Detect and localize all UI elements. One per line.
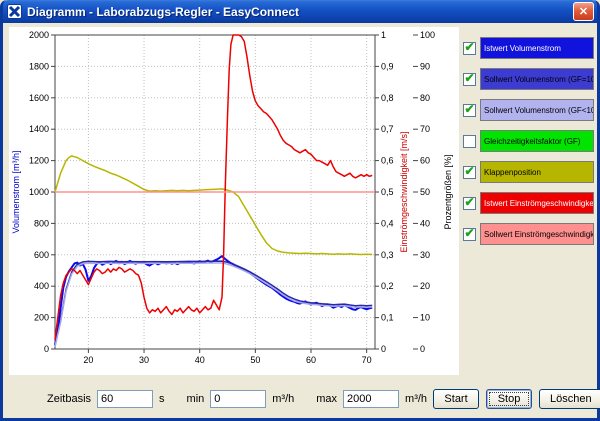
svg-text:0: 0 xyxy=(381,344,386,354)
svg-text:70: 70 xyxy=(362,355,372,365)
stop-button[interactable]: Stop xyxy=(486,389,533,409)
svg-text:60: 60 xyxy=(306,355,316,365)
svg-text:30: 30 xyxy=(420,250,430,260)
max-unit: m³/h xyxy=(405,393,428,405)
window-title: Diagramm - Laborabzugs-Regler - EasyConn… xyxy=(27,4,300,19)
legend-item: ✔ Sollwert Einströmgeschwindigkeit xyxy=(463,223,594,245)
svg-text:Volumenstrom [m³/h]: Volumenstrom [m³/h] xyxy=(11,150,21,233)
svg-text:0,6: 0,6 xyxy=(381,156,394,166)
svg-text:40: 40 xyxy=(195,355,205,365)
svg-text:0,4: 0,4 xyxy=(381,218,394,228)
legend-checkbox[interactable]: ✔ xyxy=(463,71,476,86)
max-input[interactable] xyxy=(343,390,400,408)
check-icon: ✔ xyxy=(464,102,475,116)
legend-color-label: Gleichzeitigkeitsfaktor (GF) xyxy=(480,130,594,152)
svg-text:60: 60 xyxy=(420,156,430,166)
legend-checkbox[interactable]: ✔ xyxy=(463,195,476,210)
min-label: min xyxy=(186,393,205,405)
legend-item: Gleichzeitigkeitsfaktor (GF) xyxy=(463,130,594,152)
legend: ✔ Istwert Volumenstrom ✔ Sollwert Volumenst… xyxy=(463,37,594,254)
window-content: 0 200 400 600 800 1000 1200 1400 1600 1800 2000 20 3… xyxy=(3,23,600,418)
legend-color-label: Sollwert Einströmgeschwindigkeit xyxy=(480,223,594,245)
legend-checkbox[interactable]: ✔ xyxy=(463,40,476,55)
zeitbasis-unit: s xyxy=(159,393,165,405)
svg-text:80: 80 xyxy=(420,93,430,103)
svg-text:0,9: 0,9 xyxy=(381,61,394,71)
svg-text:200: 200 xyxy=(34,313,49,323)
controls-bar: Zeitbasis s min m³/h max m³/h Start Stop… xyxy=(3,388,600,410)
svg-text:70: 70 xyxy=(420,124,430,134)
svg-text:20: 20 xyxy=(420,281,430,291)
start-button[interactable]: Start xyxy=(433,389,480,409)
svg-text:50: 50 xyxy=(420,187,430,197)
close-button[interactable]: ✕ xyxy=(573,2,594,21)
button-group: Start Stop Löschen xyxy=(433,389,600,409)
series-line xyxy=(54,155,373,256)
check-icon: ✔ xyxy=(464,195,475,209)
legend-color-label: Klappenposition xyxy=(480,161,594,183)
series-line xyxy=(54,262,373,347)
svg-text:40: 40 xyxy=(420,218,430,228)
svg-text:30: 30 xyxy=(139,355,149,365)
svg-text:Prozentgrößen [%]: Prozentgrößen [%] xyxy=(443,154,453,229)
svg-text:100: 100 xyxy=(420,30,435,40)
legend-checkbox[interactable]: ✔ xyxy=(463,164,476,179)
legend-item: ✔ Istwert Einströmgeschwindigkeit xyxy=(463,192,594,214)
legend-color-label: Istwert Einströmgeschwindigkeit xyxy=(480,192,594,214)
legend-color-label: Sollwert Volumenstrom (GF<100%) xyxy=(480,99,594,121)
legend-item: ✔ Sollwert Volumenstrom (GF<100%) xyxy=(463,99,594,121)
min-input[interactable] xyxy=(210,390,267,408)
legend-color-label: Istwert Volumenstrom xyxy=(480,37,594,59)
app-icon xyxy=(7,4,22,19)
svg-text:90: 90 xyxy=(420,61,430,71)
check-icon: ✔ xyxy=(464,40,475,54)
svg-text:Einströmgeschwindigkeit [m/s]: Einströmgeschwindigkeit [m/s] xyxy=(399,131,409,252)
svg-text:1800: 1800 xyxy=(29,61,49,71)
zeitbasis-input[interactable] xyxy=(97,390,154,408)
series-line xyxy=(54,260,373,347)
max-label: max xyxy=(316,393,338,405)
svg-text:0,7: 0,7 xyxy=(381,124,394,134)
svg-text:0,3: 0,3 xyxy=(381,250,394,260)
svg-text:400: 400 xyxy=(34,281,49,291)
svg-text:1600: 1600 xyxy=(29,93,49,103)
legend-color-label: Sollwert Volumenstrom (GF=100%) xyxy=(480,68,594,90)
legend-checkbox[interactable]: ✔ xyxy=(463,226,476,241)
check-icon: ✔ xyxy=(464,71,475,85)
svg-text:10: 10 xyxy=(420,313,430,323)
svg-text:1: 1 xyxy=(381,30,386,40)
svg-text:0,2: 0,2 xyxy=(381,281,394,291)
min-unit: m³/h xyxy=(272,393,295,405)
svg-text:0,5: 0,5 xyxy=(381,187,394,197)
loeschen-button[interactable]: Löschen xyxy=(539,389,600,409)
svg-text:50: 50 xyxy=(250,355,260,365)
svg-text:800: 800 xyxy=(34,218,49,228)
check-icon: ✔ xyxy=(464,164,475,178)
series-line xyxy=(54,34,373,340)
zeitbasis-label: Zeitbasis xyxy=(47,393,92,405)
svg-text:0: 0 xyxy=(420,344,425,354)
svg-text:20: 20 xyxy=(83,355,93,365)
legend-item: ✔ Istwert Volumenstrom xyxy=(463,37,594,59)
svg-text:1400: 1400 xyxy=(29,124,49,134)
legend-checkbox[interactable]: ✔ xyxy=(463,102,476,117)
svg-text:600: 600 xyxy=(34,250,49,260)
close-icon: ✕ xyxy=(578,6,589,18)
svg-text:1000: 1000 xyxy=(29,187,49,197)
chart-panel: 0 200 400 600 800 1000 1200 1400 1600 1800 2000 20 3… xyxy=(9,27,459,375)
svg-text:0,8: 0,8 xyxy=(381,93,394,103)
check-icon: ✔ xyxy=(464,226,475,240)
svg-text:1200: 1200 xyxy=(29,156,49,166)
legend-item: ✔ Sollwert Volumenstrom (GF=100%) xyxy=(463,68,594,90)
legend-checkbox[interactable] xyxy=(463,134,476,148)
title-bar[interactable]: Diagramm - Laborabzugs-Regler - EasyConn… xyxy=(3,0,597,23)
svg-text:0: 0 xyxy=(44,344,49,354)
legend-item: ✔ Klappenposition xyxy=(463,161,594,183)
svg-text:2000: 2000 xyxy=(29,30,49,40)
svg-text:0,1: 0,1 xyxy=(381,313,394,323)
